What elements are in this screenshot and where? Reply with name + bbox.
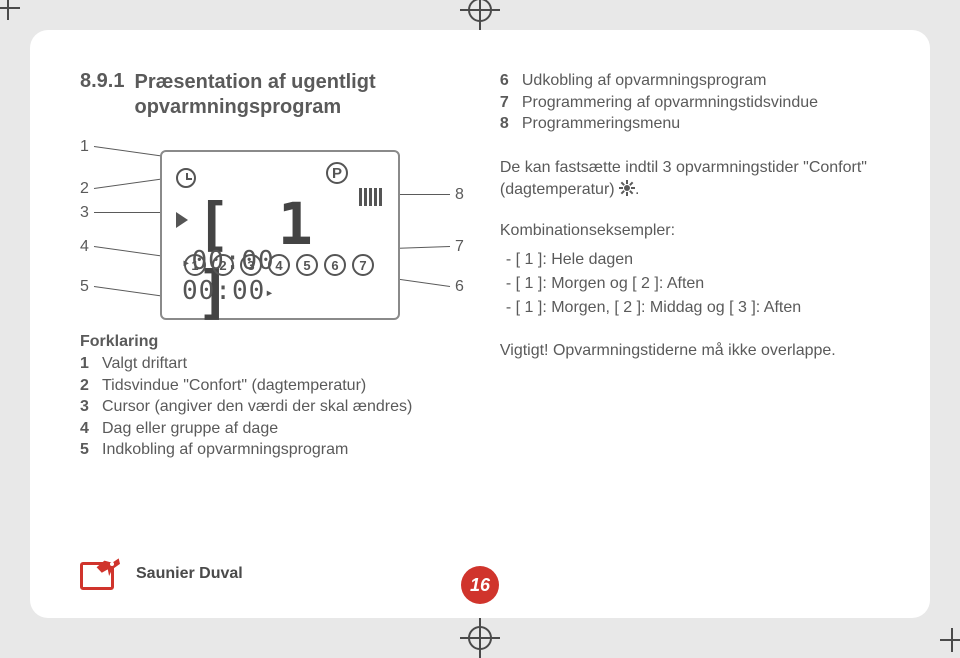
- section-heading: 8.9.1 Præsentation af ugentligt opvarmni…: [80, 70, 470, 120]
- register-mark-top: [460, 0, 500, 30]
- heading-number: 8.9.1: [80, 70, 124, 93]
- page-card: 8.9.1 Præsentation af ugentligt opvarmni…: [30, 30, 930, 618]
- program-mode-icon: P: [326, 162, 348, 184]
- example-item: - [ 1 ]: Hele dagen: [506, 248, 880, 272]
- paragraph: De kan fastsætte indtil 3 opvarmningstid…: [500, 157, 880, 202]
- legend-t: Programmering af opvarmningstidsvindue: [522, 92, 818, 114]
- pointer-3: 3: [80, 204, 89, 222]
- brand-name: Saunier Duval: [136, 565, 243, 583]
- legend-n: 7: [500, 92, 514, 114]
- crop-mark: [0, 0, 20, 20]
- legend-n: 4: [80, 418, 94, 440]
- legend-t: Tidsvindue "Confort" (dagtemperatur): [102, 375, 470, 397]
- time-on: 00:00: [191, 246, 274, 276]
- pointer-4: 4: [80, 238, 89, 256]
- legend-n: 1: [80, 353, 94, 375]
- important-note: Vigtigt! Opvarmningstiderne må ikke over…: [500, 340, 880, 362]
- thermostat-diagram: 1 2 3 4 5 8 7 6: [80, 138, 470, 323]
- legend-n: 8: [500, 113, 514, 135]
- clock-icon: [176, 168, 196, 188]
- brand-logo-icon: [80, 554, 126, 594]
- legend-n: 6: [500, 70, 514, 92]
- time-off: 00:00: [182, 276, 265, 306]
- examples-list: - [ 1 ]: Hele dagen - [ 1 ]: Morgen og […: [500, 248, 880, 320]
- lcd-screen: P [ 1 ] 1 2 3 4 5 6 7: [160, 150, 400, 320]
- example-item: - [ 1 ]: Morgen, [ 2 ]: Middag og [ 3 ]:…: [506, 296, 880, 320]
- pointer-5: 5: [80, 278, 89, 296]
- crop-mark: [940, 628, 960, 652]
- legend-t: Udkobling af opvarmningsprogram: [522, 70, 767, 92]
- legend-n: 2: [80, 375, 94, 397]
- legend-t: Programmeringsmenu: [522, 113, 680, 135]
- right-column: 6 Udkobling af opvarmningsprogram 7 Progra…: [500, 70, 880, 461]
- page-number: 16: [461, 566, 499, 604]
- paragraph-text: De kan fastsætte indtil 3 opvarmningstid…: [500, 159, 867, 198]
- legend-n: 3: [80, 396, 94, 418]
- legend: Forklaring 1 Valgt driftart 2 Tidsvindue "…: [80, 333, 470, 461]
- left-column: 8.9.1 Præsentation af ugentligt opvarmni…: [80, 70, 470, 461]
- legend-title: Forklaring: [80, 333, 470, 351]
- register-mark-bottom: [460, 618, 500, 658]
- pointer-8: 8: [455, 186, 464, 204]
- legend-t: Cursor (angiver den værdi der skal ændre…: [102, 396, 470, 418]
- pointer-2: 2: [80, 180, 89, 198]
- legend-n: 5: [80, 439, 94, 461]
- heading-text: Præsentation af ugentligt opvarmningspro…: [134, 70, 469, 120]
- legend-t: Dag eller gruppe af dage: [102, 418, 470, 440]
- cursor-triangle-icon: [176, 212, 188, 228]
- examples-heading: Kombinationseksempler:: [500, 222, 880, 240]
- pointer-7: 7: [455, 238, 464, 256]
- example-item: - [ 1 ]: Morgen og [ 2 ]: Aften: [506, 272, 880, 296]
- arrow-off-icon: ▸: [265, 285, 274, 301]
- brand: Saunier Duval: [80, 554, 243, 594]
- pointer-6: 6: [455, 278, 464, 296]
- sun-icon: [619, 180, 635, 196]
- time-row: ▸00:00 00:00▸: [182, 246, 398, 306]
- legend-t: Indkobling af opvarmningsprogram: [102, 439, 470, 461]
- pointer-1: 1: [80, 138, 89, 156]
- legend-t: Valgt driftart: [102, 353, 470, 375]
